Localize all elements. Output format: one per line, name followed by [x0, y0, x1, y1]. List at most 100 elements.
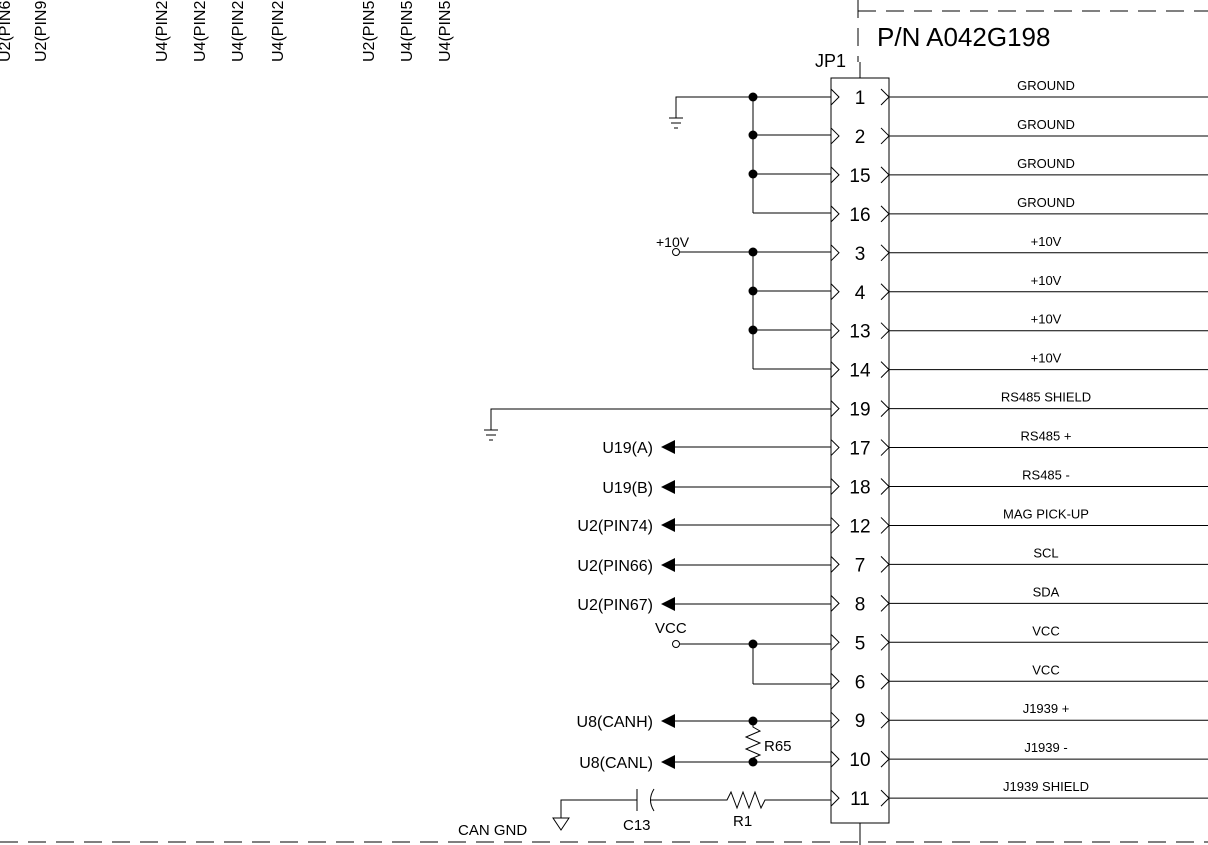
pin-row: 17 RS485 + — [830, 429, 1208, 460]
v10-net — [672, 247, 831, 370]
pin-row: 10 J1939 - — [830, 740, 1208, 771]
junction-dot — [748, 286, 758, 296]
r65-resistor-icon — [744, 721, 762, 762]
top-pin-labels: U2(PIN6 U2(PIN9 U4(PIN2 U4(PIN2 U4(PIN2 U4(PI… — [0, 1, 454, 62]
pin-chevron-in-icon — [830, 166, 840, 184]
pin-number: 7 — [855, 555, 866, 576]
top-pin-label: U2(PIN6 — [0, 1, 14, 62]
pin-row: 7 SCL — [830, 545, 1208, 576]
pin-number: 3 — [855, 244, 866, 265]
pin-signal-name: RS485 + — [1021, 429, 1072, 444]
pin-chevron-in-icon — [830, 711, 840, 729]
pin-row: 18 RS485 - — [830, 468, 1208, 499]
c13-label: C13 — [623, 817, 651, 834]
pin-row: 4 +10V — [830, 273, 1208, 304]
pin-row: 16 GROUND — [830, 195, 1208, 226]
pin-signal-name: VCC — [1032, 662, 1059, 677]
pin-rows: 1 GROUND 2 GROUND 15 GROUND 16 GROUND 3 +10V 4 +10V… — [830, 78, 1208, 810]
pin-signal-name: +10V — [1031, 234, 1062, 249]
pin-number: 4 — [855, 283, 866, 304]
pin-row: 3 +10V — [830, 234, 1208, 265]
pin-row: 19 RS485 SHIELD — [830, 390, 1208, 421]
pin-signal-name: RS485 SHIELD — [1001, 390, 1091, 405]
pin-number: 5 — [855, 633, 866, 654]
pin-row: 14 +10V — [830, 351, 1208, 382]
pin-number: 12 — [849, 516, 870, 537]
connector-body — [830, 77, 890, 824]
junction-dot — [748, 639, 758, 649]
power-terminal-icon — [672, 640, 680, 648]
pin-chevron-in-icon — [830, 750, 840, 768]
pin-row: 12 MAG PICK-UP — [830, 506, 1208, 537]
pin-signal-name: SDA — [1033, 584, 1060, 599]
u19a-label: U19(A) — [602, 440, 653, 457]
arrow-left-icon — [661, 597, 675, 611]
vcc-net — [672, 639, 831, 685]
pin-signal-name: MAG PICK-UP — [1003, 506, 1089, 521]
pin-number: 18 — [849, 478, 870, 499]
ground-net — [669, 92, 831, 214]
can-ground-icon — [552, 817, 570, 831]
pin-signal-name: +10V — [1031, 273, 1062, 288]
c13-capacitor-plate-curved — [650, 788, 655, 812]
pin-signal-name: J1939 SHIELD — [1003, 779, 1089, 794]
arrow-left-icon — [661, 714, 675, 728]
arrow-left-icon — [661, 440, 675, 454]
top-pin-label: U2(PIN5 — [361, 1, 378, 62]
pin-number: 19 — [849, 400, 870, 421]
pin-signal-name: J1939 - — [1024, 740, 1067, 755]
pin-number: 2 — [855, 127, 866, 148]
pin-chevron-in-icon — [830, 439, 840, 456]
junction-dot — [748, 325, 758, 335]
top-pin-label: U4(PIN2 — [192, 1, 209, 62]
junction-dot — [748, 169, 758, 179]
pin-row: 11 J1939 SHIELD — [830, 779, 1208, 810]
ground-symbol — [484, 429, 498, 441]
pin-row: 8 SDA — [830, 584, 1208, 615]
junction-dot — [748, 247, 758, 257]
top-pin-label: U4(PIN2 — [230, 1, 247, 62]
pin-number: 17 — [849, 439, 870, 460]
pin-number: 6 — [855, 672, 866, 693]
pin-signal-name: +10V — [1031, 312, 1062, 327]
pin-signal-name: VCC — [1032, 623, 1059, 638]
top-pin-label: U4(PIN2 — [154, 1, 171, 62]
pin-signal-name: SCL — [1033, 545, 1058, 560]
u2pin66-label: U2(PIN66) — [577, 558, 653, 575]
r65-label: R65 — [764, 738, 792, 755]
pin-chevron-in-icon — [830, 361, 840, 379]
can-shield-net — [552, 788, 831, 831]
shield-ground-net — [484, 408, 831, 441]
pin-number: 10 — [849, 750, 870, 771]
arrow-left-icon — [661, 558, 675, 572]
pin-signal-name: GROUND — [1017, 195, 1075, 210]
pin-number: 1 — [855, 88, 866, 109]
arrow-left-icon — [661, 518, 675, 532]
pin-chevron-in-icon — [830, 88, 840, 106]
pin-chevron-in-icon — [830, 400, 840, 417]
u8canl-label: U8(CANL) — [579, 755, 653, 772]
pin-number: 14 — [849, 361, 871, 382]
pin-chevron-in-icon — [830, 556, 840, 573]
vcc-net-label: VCC — [655, 620, 687, 637]
pin-signal-name: +10V — [1031, 351, 1062, 366]
part-number: P/N A042G198 — [877, 22, 1050, 52]
pin-row: 15 GROUND — [830, 156, 1208, 187]
v10-net-label: +10V — [656, 234, 690, 250]
pin-row: 13 +10V — [830, 312, 1208, 343]
connector-label: JP1 — [815, 51, 846, 71]
pin-number: 15 — [849, 166, 870, 187]
u2pin67-label: U2(PIN67) — [577, 597, 653, 614]
r1-resistor-icon — [721, 790, 769, 810]
pin-signal-name: GROUND — [1017, 156, 1075, 171]
pin-row: 2 GROUND — [830, 117, 1208, 148]
pin-chevron-in-icon — [830, 244, 840, 262]
top-pin-label: U4(PIN5 — [437, 1, 454, 62]
pin-chevron-in-icon — [830, 205, 840, 223]
can-bus-net — [661, 714, 831, 769]
pin-number: 9 — [855, 711, 866, 732]
pin-chevron-in-icon — [830, 517, 840, 534]
pin-chevron-in-icon — [830, 478, 840, 495]
pin-chevron-in-icon — [830, 283, 840, 301]
